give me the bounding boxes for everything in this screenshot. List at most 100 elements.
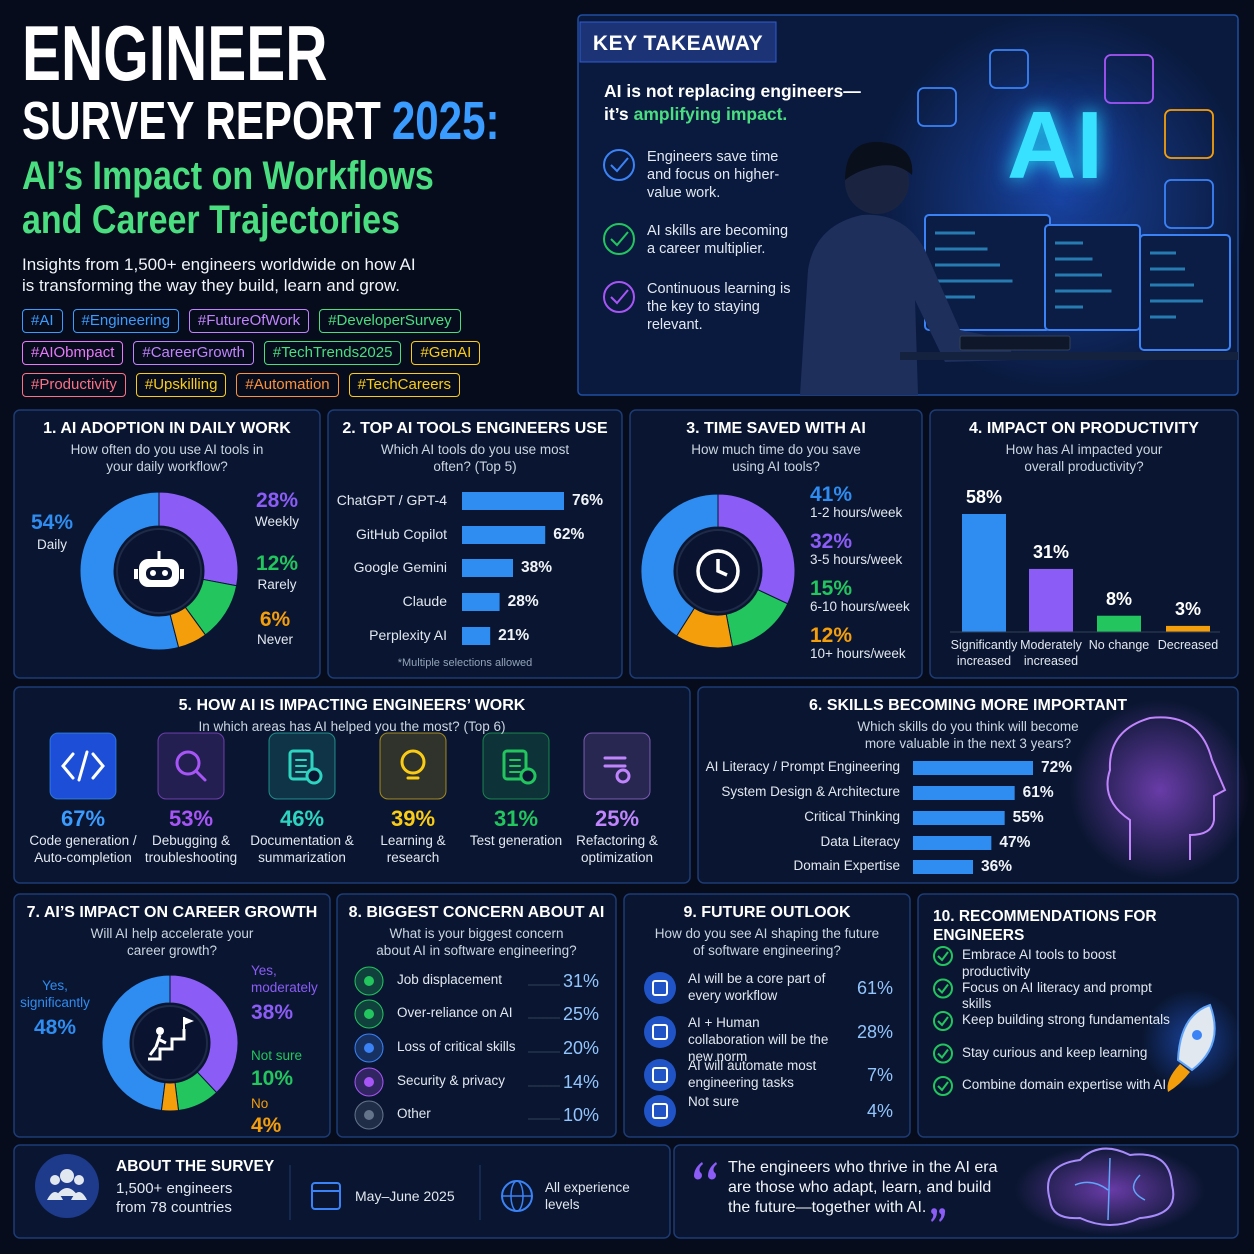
takeaway-point: Continuous learning is the key to stayin… xyxy=(647,281,791,334)
value-label: 20% xyxy=(562,1038,599,1058)
bar xyxy=(913,836,992,850)
bar xyxy=(462,526,546,544)
category-label: Perplexity AI xyxy=(369,627,447,643)
value-label: 47% xyxy=(999,834,1031,851)
panel-subtitle: How often do you use AI tools in your da… xyxy=(70,442,264,474)
recommendation: Embrace AI tools to boost productivity xyxy=(962,947,1116,979)
panel-title: 3. TIME SAVED WITH AI xyxy=(686,420,866,437)
point-icon xyxy=(603,223,635,255)
check-icon xyxy=(937,983,949,995)
category-label: Debugging & troubleshooting xyxy=(144,833,238,865)
bar xyxy=(913,786,1015,800)
donut-segment xyxy=(640,493,719,637)
category-label: 6-10 hours/week xyxy=(810,599,910,614)
people-icon xyxy=(56,1188,78,1196)
brain xyxy=(1074,1157,1146,1221)
check-icon xyxy=(937,1048,949,1060)
list-icon xyxy=(364,1110,374,1120)
category-label: Code generation / Auto-completion xyxy=(29,833,137,865)
ai-graphic: AI xyxy=(1007,92,1103,199)
person-hair xyxy=(845,141,913,180)
panel-title: 6. SKILLS BECOMING MORE IMPORTANT xyxy=(809,697,1127,714)
donut-segment xyxy=(676,607,734,649)
people-icon xyxy=(60,1169,74,1183)
check-icon xyxy=(933,1043,953,1064)
list-icon xyxy=(364,1043,374,1053)
icon xyxy=(162,570,168,576)
takeaway-tab xyxy=(579,21,777,63)
value-label: 38% xyxy=(521,559,553,576)
panel-title: 5. HOW AI IS IMPACTING ENGINEERS’ WORK xyxy=(178,697,526,714)
value-label: 12% xyxy=(255,552,299,575)
panel-subtitle: How much time do you save using AI tools… xyxy=(691,442,861,474)
list-icon xyxy=(652,1067,668,1083)
value-label: 14% xyxy=(562,1072,599,1092)
quote-mark xyxy=(931,1208,938,1222)
value-label: 3% xyxy=(1174,598,1201,619)
panel xyxy=(13,686,691,884)
stat-icon xyxy=(61,752,75,780)
value-label: 6% xyxy=(259,608,291,631)
tag: #FutureOfWork xyxy=(188,309,310,333)
value-label: 31% xyxy=(493,806,539,831)
category-label: AI will be a core part of every workflow xyxy=(688,971,826,1003)
stat-icon xyxy=(194,769,207,782)
brain-glow xyxy=(1015,1145,1205,1235)
category-label: Domain Expertise xyxy=(793,858,900,873)
value-label: 31% xyxy=(1032,541,1070,562)
icon xyxy=(146,567,172,580)
tag: #TechCareers xyxy=(348,373,461,397)
value-label: 8% xyxy=(1105,588,1132,609)
icon xyxy=(180,569,184,579)
value-label: 10% xyxy=(251,1067,294,1090)
value-label: 58% xyxy=(965,487,1003,507)
people-icon xyxy=(74,1175,84,1185)
bar xyxy=(1029,568,1073,632)
donut-segment xyxy=(79,491,180,651)
title-line-1: ENGINEER xyxy=(22,9,328,97)
person-body xyxy=(800,214,1012,395)
value-label: 25% xyxy=(594,806,640,831)
panel-title: 10. RECOMMENDATIONS FOR ENGINEERS xyxy=(933,908,1157,945)
category-label: GitHub Copilot xyxy=(355,526,447,542)
value-label: 28% xyxy=(507,593,539,610)
panel-title: 2. TOP AI TOOLS ENGINEERS USE xyxy=(342,420,608,437)
title-year: 2025: xyxy=(391,91,500,151)
category-label: 1-2 hours/week xyxy=(810,505,903,520)
list-icon xyxy=(364,976,374,986)
check-icon xyxy=(933,946,953,966)
category-label: 3-5 hours/week xyxy=(810,552,903,567)
icon xyxy=(148,1034,167,1056)
bar xyxy=(913,811,1005,825)
about-dates: May–June 2025 xyxy=(355,1188,455,1204)
stat-tile xyxy=(379,732,447,800)
panel-subtitle: Will AI help accelerate your career grow… xyxy=(90,926,254,958)
value-label: 62% xyxy=(553,526,585,543)
icon xyxy=(184,1017,194,1025)
panel-subtitle: Which skills do you think will become mo… xyxy=(857,719,1079,751)
category-label: Documentation & summarization xyxy=(250,833,354,865)
tag: #Automation xyxy=(236,373,339,397)
ai-icon xyxy=(1164,179,1214,229)
tag: #CareerGrowth xyxy=(133,341,254,365)
panel-subtitle: In which areas has AI helped you the mos… xyxy=(198,719,506,734)
tag-row: #AIObmpact #CareerGrowth #TechTrends2025 #G… xyxy=(22,341,542,365)
category-label: Moderately increased xyxy=(1020,638,1082,668)
category-label: Learning & research xyxy=(380,833,446,865)
panel-subtitle: How has AI impacted your overall product… xyxy=(1005,442,1163,474)
panel-title: 8. BIGGEST CONCERN ABOUT AI xyxy=(348,904,605,921)
value-label: 31% xyxy=(562,971,599,991)
value-label: 28% xyxy=(255,489,299,512)
category-label: Job displacement xyxy=(397,972,503,987)
about-icon xyxy=(35,1154,99,1218)
category-label: Critical Thinking xyxy=(804,809,900,824)
about-respondents: 1,500+ engineers from 78 countries xyxy=(116,1180,233,1216)
category-label: System Design & Architecture xyxy=(721,784,900,799)
value-label: 12% xyxy=(810,624,853,647)
desk xyxy=(900,352,1238,360)
panel-title: 4. IMPACT ON PRODUCTIVITY xyxy=(969,420,1199,437)
list-icon xyxy=(644,972,676,1004)
point-check xyxy=(610,289,629,305)
